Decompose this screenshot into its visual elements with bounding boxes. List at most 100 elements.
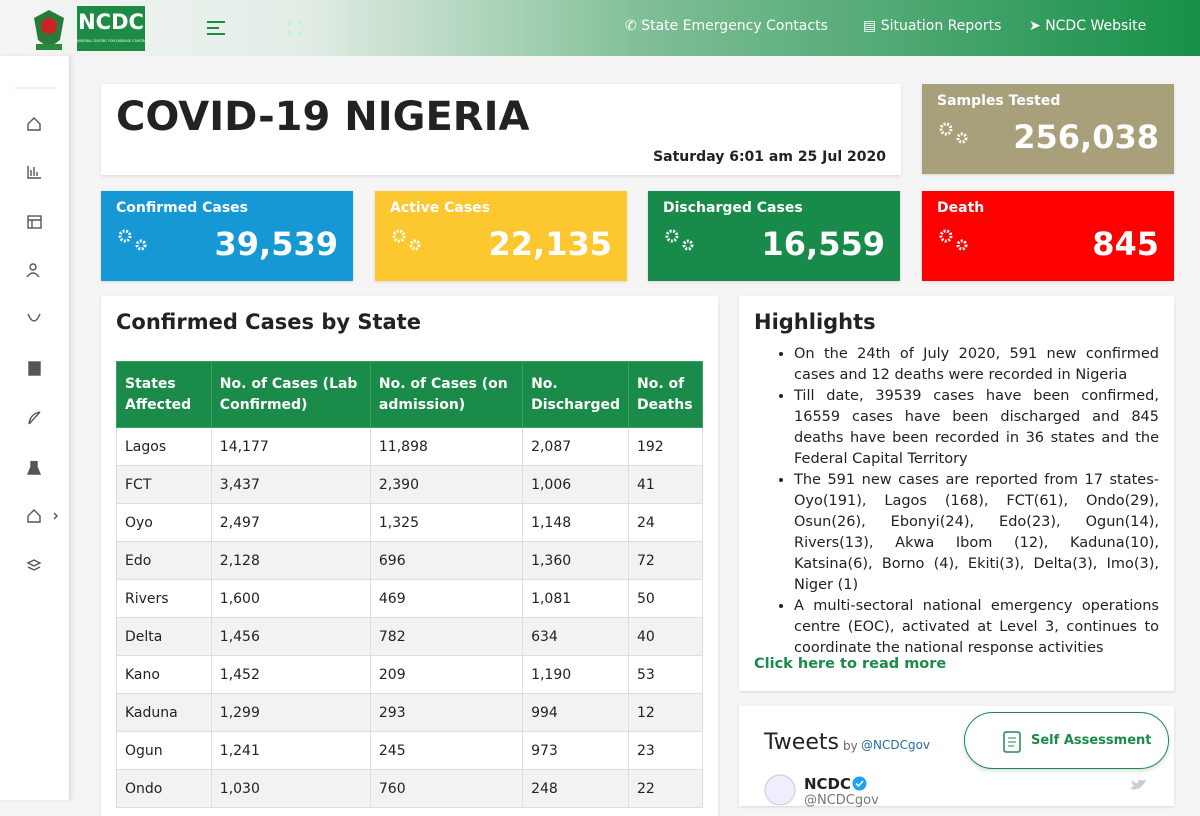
stat-value: 22,135: [488, 225, 612, 263]
self-assessment-button[interactable]: Self Assessment: [964, 712, 1169, 769]
sidebar: [0, 56, 70, 800]
state-table: States Affected No. of Cases (Lab Confirm…: [116, 361, 704, 808]
icon: [939, 122, 968, 144]
coat-of-arms: [34, 10, 64, 50]
table-row: Ondo 1,030 760 248 22: [116, 769, 704, 808]
tweets-handle[interactable]: @NCDCgov: [861, 738, 931, 752]
stat-card: Confirmed Cases 39,539: [101, 191, 353, 281]
table-row: Delta 1,456 782 634 40: [116, 617, 704, 656]
icon: [665, 229, 694, 251]
account-handle: @NCDCgov: [804, 793, 879, 808]
column-header: No. of Deaths: [627, 361, 704, 428]
table-cell: 760: [369, 769, 524, 808]
title-card: COVID-19 NIGERIA Saturday 6:01 am 25 Jul…: [101, 84, 901, 175]
table-row: FCT 3,437 2,390 1,006 41: [116, 465, 704, 504]
table-cell: Kano: [116, 655, 212, 694]
highlight-item: A multi-sectoral national emergency oper…: [794, 596, 1159, 659]
table-cell: 1,452: [210, 655, 371, 694]
stat-value: 39,539: [214, 225, 338, 263]
tweets-by: by: [843, 739, 858, 753]
table-cell: Rivers: [116, 579, 212, 618]
sidebar-icons: [15, 87, 58, 571]
table-cell: 40: [627, 617, 704, 656]
fullscreen-toggle[interactable]: [288, 21, 302, 35]
table-cell: Kaduna: [116, 693, 212, 732]
table-cell: FCT: [116, 465, 212, 504]
table-row: Kaduna 1,299 293 994 12: [116, 693, 704, 732]
table-cell: 2,128: [210, 541, 371, 580]
table-cell: Edo: [116, 541, 212, 580]
table-cell: 245: [369, 731, 524, 770]
table-cell: 72: [627, 541, 704, 580]
table-cell: 1,600: [210, 579, 371, 618]
nav-text: Situation Reports: [880, 18, 1002, 34]
table-cell: 248: [522, 769, 629, 808]
table-cell: 1,241: [210, 731, 371, 770]
nav-link[interactable]: ✆ State Emergency Contacts: [625, 18, 828, 34]
logo-text: NCDC: [78, 10, 144, 34]
stat-label: Confirmed Cases: [116, 200, 249, 216]
top-bar: NCDC NIGERIA CENTRE FOR DISEASE CONTROL …: [0, 0, 1200, 56]
table-cell: 192: [627, 427, 704, 466]
stat-label: Samples Tested: [937, 93, 1061, 109]
state-table-card: Confirmed Cases by State States Affected…: [101, 296, 718, 816]
table-cell: 1,299: [210, 693, 371, 732]
table-cell: 2,390: [369, 465, 524, 504]
column-header: No. of Cases (Lab Confirmed): [210, 361, 371, 428]
nav-text: NCDC Website: [1045, 18, 1147, 34]
highlight-item: The 591 new cases are reported from 17 s…: [794, 470, 1159, 596]
table-cell: Lagos: [116, 427, 212, 466]
table-cell: Ogun: [116, 731, 212, 770]
stat-value: 845: [1092, 225, 1159, 263]
table-cell: 41: [627, 465, 704, 504]
clipboard-icon: [1003, 731, 1021, 753]
table-cell: Oyo: [116, 503, 212, 542]
highlight-item: On the 24th of July 2020, 591 new confir…: [794, 344, 1159, 386]
table-row: Oyo 2,497 1,325 1,148 24: [116, 503, 704, 542]
table-cell: 11,898: [369, 427, 524, 466]
nav-link[interactable]: ▤ Situation Reports: [863, 18, 1002, 34]
table-row: Lagos 14,177 11,898 2,087 192: [116, 427, 704, 466]
highlights-list: On the 24th of July 2020, 591 new confir…: [754, 344, 1159, 659]
stat-value: 256,038: [1013, 118, 1159, 156]
nav-link[interactable]: ➤ NCDC Website: [1029, 18, 1147, 34]
stat-card: Samples Tested 256,038: [922, 84, 1174, 174]
date: Saturday 6:01 am 25 Jul 2020: [653, 149, 886, 165]
table-cell: 2,497: [210, 503, 371, 542]
table-title: Confirmed Cases by State: [116, 310, 421, 334]
table-cell: 12: [627, 693, 704, 732]
table-cell: 209: [369, 655, 524, 694]
read-more-link[interactable]: Click here to read more: [754, 656, 947, 672]
table-cell: 994: [522, 693, 629, 732]
table-cell: 53: [627, 655, 704, 694]
table-row: Ogun 1,241 245 973 23: [116, 731, 704, 770]
table-cell: 1,030: [210, 769, 371, 808]
page-title: COVID-19 NIGERIA: [116, 94, 530, 140]
table-cell: 634: [522, 617, 629, 656]
stat-card: Death 845: [922, 191, 1174, 281]
twitter-icon: [1131, 779, 1146, 790]
logo-subtitle: NIGERIA CENTRE FOR DISEASE CONTROL: [77, 39, 150, 43]
table-row: Kano 1,452 209 1,190 53: [116, 655, 704, 694]
table-cell: 14,177: [210, 427, 371, 466]
highlight-item: Till date, 39539 cases have been confirm…: [794, 386, 1159, 470]
table-cell: 1,006: [522, 465, 629, 504]
stat-label: Active Cases: [390, 200, 491, 216]
ncdc-logo[interactable]: NCDC NIGERIA CENTRE FOR DISEASE CONTROL: [77, 6, 150, 51]
account-name: NCDC: [804, 775, 852, 793]
table-cell: 22: [627, 769, 704, 808]
column-header: No. Discharged: [522, 361, 629, 428]
stat-label: Discharged Cases: [663, 200, 803, 216]
table-cell: 24: [627, 503, 704, 542]
icon: [939, 229, 968, 251]
table-cell: 1,360: [522, 541, 629, 580]
menu-toggle[interactable]: [207, 20, 227, 36]
table-cell: 782: [369, 617, 524, 656]
table-cell: 1,081: [522, 579, 629, 618]
table-cell: 696: [369, 541, 524, 580]
table-row: Edo 2,128 696 1,360 72: [116, 541, 704, 580]
table-cell: Delta: [116, 617, 212, 656]
verified-badge: [852, 776, 867, 791]
nav-text: State Emergency Contacts: [641, 18, 828, 34]
table-cell: 50: [627, 579, 704, 618]
